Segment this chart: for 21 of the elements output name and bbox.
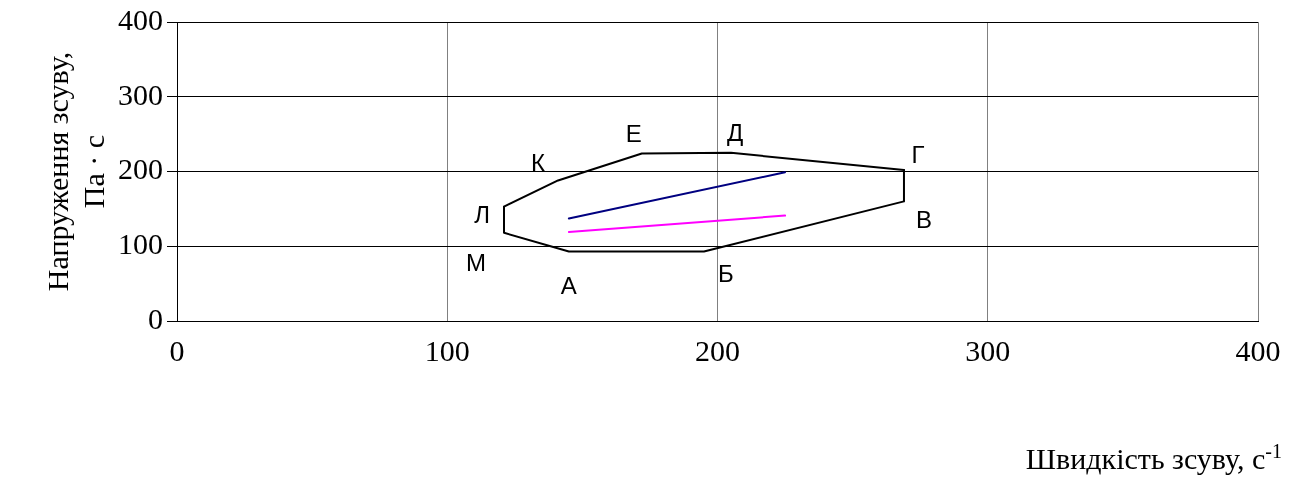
annotation: Л — [474, 201, 490, 229]
y-tick-label: 0 — [148, 301, 163, 335]
x-tick-label: 100 — [424, 333, 470, 367]
y-tick-label: 300 — [118, 77, 163, 111]
annotation: Г — [911, 140, 925, 168]
x-tick-label: 0 — [169, 333, 185, 367]
annotation: Д — [726, 119, 744, 147]
y-tick-label: 200 — [118, 152, 163, 186]
x-axis-title: Швидкість зсуву, с$^{-1}$ — [1025, 440, 1282, 476]
y-axis-title: Напруження зсуву, Па · с — [40, 51, 110, 292]
annotation: В — [915, 206, 932, 234]
annotation: К — [531, 149, 546, 177]
annotation: Б — [718, 260, 734, 288]
x-tick-label: 400 — [1235, 333, 1281, 367]
annotation: М — [466, 249, 486, 277]
y-tick-label: 100 — [118, 227, 163, 261]
annotation: Е — [625, 120, 642, 148]
x-tick-label: 300 — [965, 333, 1011, 367]
y-tick-label: 400 — [118, 2, 163, 36]
x-tick-label: 200 — [695, 333, 740, 367]
annotation: А — [560, 272, 577, 300]
